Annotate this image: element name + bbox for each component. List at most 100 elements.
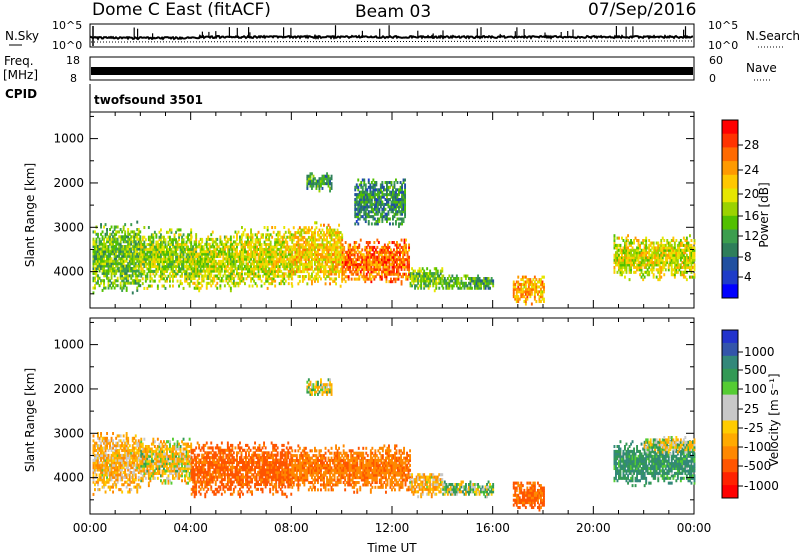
heatmap-cell-power-0 [130,276,133,280]
heatmap-cell-power-9 [637,258,640,262]
heatmap-cell-power-8 [512,282,515,286]
heatmap-cell-power-5 [403,263,406,267]
heatmap-cell-power-3 [269,240,272,244]
heatmap-cell-power-2 [232,252,235,256]
heatmap-cell-power-9 [679,251,682,255]
heatmap-cell-power-5 [359,272,362,276]
heatmap-cell-power-7 [451,279,454,283]
heatmap-cell-power-11 [390,190,393,194]
nsky-tick-top: 10^5 [52,19,82,32]
heatmap-cell-power-1 [163,255,165,259]
heatmap-cell-power-9 [658,265,661,269]
heatmap-cell-power-11 [389,217,391,221]
heatmap-cell-power-11 [364,220,367,224]
heatmap-cell-power-0 [116,267,119,271]
heatmap-cell-power-3 [265,235,268,239]
heatmap-cell-power-11 [361,190,364,194]
heatmap-cell-power-11 [376,222,379,226]
heatmap-cell-vel-0 [92,461,95,465]
heatmap-cell-power-5 [397,272,400,276]
heatmap-cell-power-9 [657,241,660,245]
heatmap-cell-power-8 [526,290,529,294]
heatmap-cell-power-0 [104,259,107,263]
heatmap-cell-power-5 [341,270,344,274]
heatmap-cell-power-2 [229,277,232,281]
heatmap-cell-power-4 [303,226,306,230]
heatmap-cell-power-8 [540,290,542,294]
heatmap-cell-power-3 [244,272,246,276]
heatmap-cell-power-0 [112,242,115,246]
heatmap-cell-vel-0 [92,451,95,455]
heatmap-cell-power-6 [420,284,423,288]
heatmap-cell-power-11 [363,207,366,211]
heatmap-cell-power-2 [207,252,210,256]
heatmap-cell-power-1 [150,245,153,249]
heatmap-cell-power-3 [251,245,254,249]
heatmap-cell-power-3 [256,238,259,242]
heatmap-cell-power-1 [160,272,162,276]
heatmap-cell-power-9 [622,248,625,252]
heatmap-cell-power-0 [107,247,110,251]
heatmap-cell-power-11 [364,193,367,197]
heatmap-cell-power-1 [149,247,152,251]
heatmap-cell-power-2 [232,240,235,244]
heatmap-cell-power-5 [394,260,397,264]
heatmap-cell-power-0 [94,279,96,283]
heatmap-cell-power-9 [689,246,691,250]
heatmap-cell-power-4 [332,253,335,257]
heatmap-cell-power-3 [250,233,253,237]
heatmap-cell-power-1 [164,279,167,283]
heatmap-cell-power-3 [272,245,275,249]
heatmap-cell-power-10 [327,184,330,188]
heatmap-cell-power-2 [196,279,199,283]
heatmap-cell-power-9 [664,253,667,257]
heatmap-cell-power-11 [379,183,382,187]
heatmap-cell-power-5 [361,275,364,279]
heatmap-cell-power-4 [320,267,322,271]
heatmap-cell-power-5 [376,267,379,271]
heatmap-cell-power-11 [375,210,378,214]
heatmap-cell-power-0 [116,284,119,288]
heatmap-cell-power-1 [160,235,162,239]
heatmap-cell-power-1 [164,240,167,244]
heatmap-cell-power-0 [106,259,109,263]
heatmap-cell-power-0 [137,271,140,275]
heatmap-cell-power-4 [291,277,294,281]
heatmap-cell-power-1 [141,252,144,256]
heatmap-cell-power-1 [156,243,159,247]
heatmap-cell-power-11 [392,193,394,197]
heatmap-cell-power-11 [381,190,384,194]
heatmap-cell-power-11 [369,198,372,202]
heatmap-cell-power-0 [97,235,99,239]
heatmap-cell-power-5 [343,272,346,276]
heatmap-cell-power-4 [320,277,322,281]
heatmap-cell-power-1 [150,260,153,264]
heatmap-cell-power-8 [533,290,536,294]
heatmap-cell-power-6 [423,269,426,273]
heatmap-cell-power-2 [214,284,217,288]
heatmap-cell-power-9 [693,241,696,245]
heatmap-cell-power-0 [109,252,112,256]
heatmap-cell-power-4 [317,233,319,237]
heatmap-cell-power-3 [280,274,283,278]
heatmap-cell-power-1 [156,265,159,269]
heatmap-cell-power-0 [109,242,112,246]
heatmap-cell-power-11 [396,217,399,221]
heatmap-cell-power-1 [150,257,153,261]
heatmap-cell-power-8 [526,292,529,296]
heatmap-cell-power-5 [388,280,391,284]
heatmap-cell-power-9 [673,251,676,255]
heatmap-cell-power-4 [336,257,339,261]
heatmap-cell-power-0 [101,237,104,241]
heatmap-cell-power-1 [187,255,190,259]
heatmap-cell-power-6 [438,274,441,278]
heatmap-cell-power-10 [330,177,333,181]
heatmap-cell-power-2 [198,262,201,266]
heatmap-cell-power-0 [137,262,140,266]
heatmap-cell-power-0 [107,254,110,258]
heatmap-cell-power-11 [396,210,399,214]
heatmap-cell-power-9 [693,248,696,252]
heatmap-cell-power-2 [205,240,208,244]
heatmap-cell-power-2 [202,257,205,261]
heatmap-cell-power-0 [113,257,116,261]
